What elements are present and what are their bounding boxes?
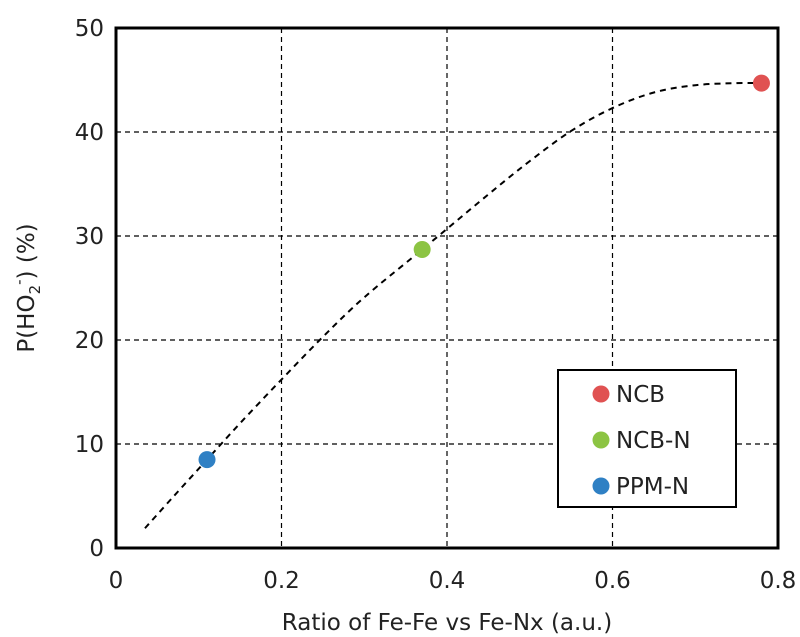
y-tick-label: 40 <box>75 120 104 146</box>
y-axis-title-suffix: ) (%) <box>14 223 40 279</box>
y-tick-label: 0 <box>89 536 104 562</box>
data-points <box>198 74 770 469</box>
y-axis-title: P(HO2-) (%) <box>10 223 44 352</box>
legend-label-ncb-n: NCB-N <box>616 428 691 454</box>
trend-curve <box>144 81 762 529</box>
x-tick-label: 0 <box>109 568 124 594</box>
y-axis-title-prefix: P(HO <box>14 294 40 352</box>
legend-marker-ppm-n <box>592 477 610 495</box>
y-axis-title-superscript: - <box>10 279 28 284</box>
plot-area-frame <box>114 26 780 550</box>
data-point-ncb <box>752 74 770 92</box>
legend-label-ppm-n: PPM-N <box>616 474 689 500</box>
x-tick-label: 0.2 <box>263 568 300 594</box>
data-point-ncb-n <box>413 241 431 259</box>
y-tick-label: 50 <box>75 16 104 42</box>
y-tick-label: 30 <box>75 224 104 250</box>
data-point-ppm-n <box>198 451 216 469</box>
legend: NCB NCB-N PPM-N <box>557 369 737 508</box>
y-tick-label: 10 <box>75 432 104 458</box>
y-tick-label: 20 <box>75 328 104 354</box>
y-axis-title-subscript: 2 <box>26 285 44 295</box>
trend-curve-layer <box>144 81 762 529</box>
x-axis-title: Ratio of Fe-Fe vs Fe-Nx (a.u.) <box>282 610 612 636</box>
tick-labels: 0 0.2 0.4 0.6 0.8 0 10 20 30 40 50 <box>75 16 797 594</box>
legend-box <box>557 369 737 508</box>
legend-marker-ncb <box>592 385 610 403</box>
legend-label-ncb: NCB <box>616 382 665 408</box>
x-tick-label: 0.4 <box>429 568 466 594</box>
legend-marker-ncb-n <box>592 431 610 449</box>
x-tick-label: 0.6 <box>594 568 631 594</box>
x-tick-label: 0.8 <box>760 568 797 594</box>
